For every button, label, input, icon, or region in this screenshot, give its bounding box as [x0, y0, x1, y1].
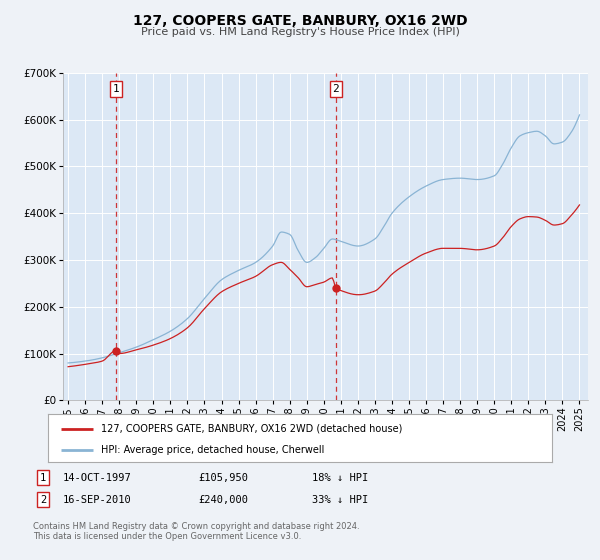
Text: 127, COOPERS GATE, BANBURY, OX16 2WD (detached house): 127, COOPERS GATE, BANBURY, OX16 2WD (de…: [101, 424, 402, 433]
Text: 1: 1: [40, 473, 46, 483]
Text: 1: 1: [112, 84, 119, 94]
Text: £105,950: £105,950: [198, 473, 248, 483]
Text: Price paid vs. HM Land Registry's House Price Index (HPI): Price paid vs. HM Land Registry's House …: [140, 27, 460, 37]
Text: 14-OCT-1997: 14-OCT-1997: [63, 473, 132, 483]
Text: 127, COOPERS GATE, BANBURY, OX16 2WD: 127, COOPERS GATE, BANBURY, OX16 2WD: [133, 14, 467, 28]
Text: Contains HM Land Registry data © Crown copyright and database right 2024.
This d: Contains HM Land Registry data © Crown c…: [33, 522, 359, 542]
Text: 2: 2: [332, 84, 339, 94]
Text: 33% ↓ HPI: 33% ↓ HPI: [312, 494, 368, 505]
Text: 16-SEP-2010: 16-SEP-2010: [63, 494, 132, 505]
Text: 18% ↓ HPI: 18% ↓ HPI: [312, 473, 368, 483]
Text: HPI: Average price, detached house, Cherwell: HPI: Average price, detached house, Cher…: [101, 445, 324, 455]
Text: 2: 2: [40, 494, 46, 505]
Text: £240,000: £240,000: [198, 494, 248, 505]
